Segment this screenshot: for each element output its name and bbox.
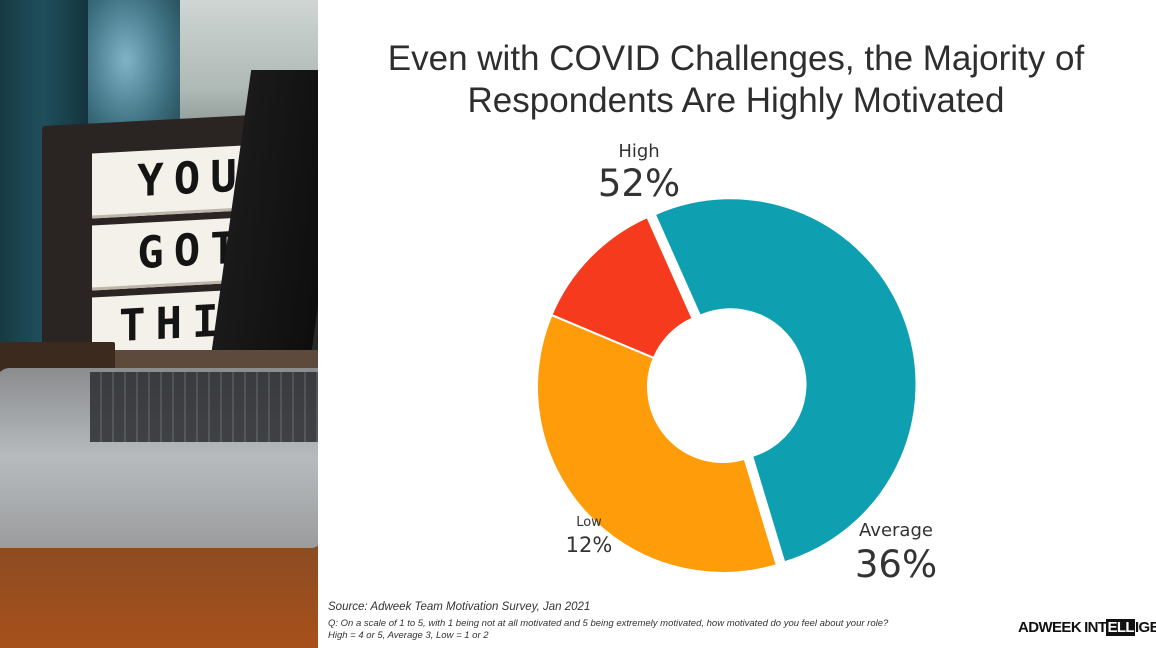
- donut-slice-low: [550, 215, 694, 360]
- question-line: Q: On a scale of 1 to 5, with 1 being no…: [328, 618, 889, 629]
- slice-category-label: High: [618, 141, 659, 162]
- slice-category-label: Low: [576, 515, 602, 530]
- adweek-intelligence-logo: ADWEEKINTELLIGENCE: [1018, 618, 1156, 636]
- desk-photo: YOU GOT THIS: [0, 0, 318, 648]
- donut-slice-high: [653, 197, 918, 564]
- chart-title: Even with COVID Challenges, the Majority…: [387, 39, 1085, 120]
- slice-value-label: 12%: [566, 533, 613, 557]
- scale-definition: High = 4 or 5, Average 3, Low = 1 or 2: [328, 630, 489, 641]
- slice-value-label: 52%: [598, 162, 680, 205]
- donut-slice-average: [536, 313, 779, 574]
- source-note: Source: Adweek Team Motivation Survey, J…: [328, 601, 591, 613]
- slice-category-label: Average: [859, 520, 933, 541]
- slice-value-label: 36%: [855, 543, 937, 586]
- book: [0, 342, 115, 372]
- question-note: Q: On a scale of 1 to 5, with 1 being no…: [328, 618, 988, 642]
- laptop-keyboard: [90, 372, 318, 442]
